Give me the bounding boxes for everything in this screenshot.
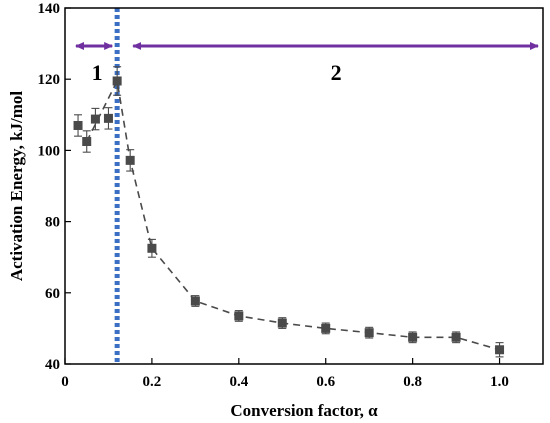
series-1 <box>82 66 505 358</box>
data-point <box>234 311 244 321</box>
x-tick-label: 0.8 <box>403 374 422 390</box>
region-1-label: 1 <box>92 60 103 85</box>
data-point <box>73 120 83 130</box>
data-point <box>408 332 418 342</box>
x-tick-label: 0.2 <box>143 374 162 390</box>
y-tick-label: 120 <box>38 72 61 88</box>
data-point <box>147 243 157 253</box>
y-tick-label: 100 <box>38 143 61 159</box>
y-tick-label: 140 <box>38 1 61 17</box>
y-tick-label: 60 <box>45 286 60 302</box>
x-tick-label: 0.6 <box>316 374 335 390</box>
x-axis-title: Conversion factor, α <box>230 401 378 420</box>
region-2-label: 2 <box>331 60 342 85</box>
x-tick-label: 1.0 <box>490 374 509 390</box>
data-point <box>190 296 200 306</box>
data-point <box>112 76 122 86</box>
x-tick-label: 0 <box>61 374 69 390</box>
data-point <box>451 332 461 342</box>
data-point <box>103 113 113 123</box>
x-tick-label: 0.4 <box>229 374 248 390</box>
data-point <box>125 155 135 165</box>
data-point <box>90 114 100 124</box>
data-point <box>364 328 374 338</box>
data-point <box>82 137 92 146</box>
y-tick-label: 80 <box>45 215 60 231</box>
data-point <box>321 323 331 333</box>
data-point <box>277 318 287 328</box>
data-point <box>495 345 505 355</box>
y-tick-label: 40 <box>45 357 60 373</box>
plot-frame <box>64 7 544 365</box>
series-2 <box>73 107 113 137</box>
series-line <box>86 78 500 351</box>
y-axis-title: Activation Energy, kJ/mol <box>7 91 26 282</box>
